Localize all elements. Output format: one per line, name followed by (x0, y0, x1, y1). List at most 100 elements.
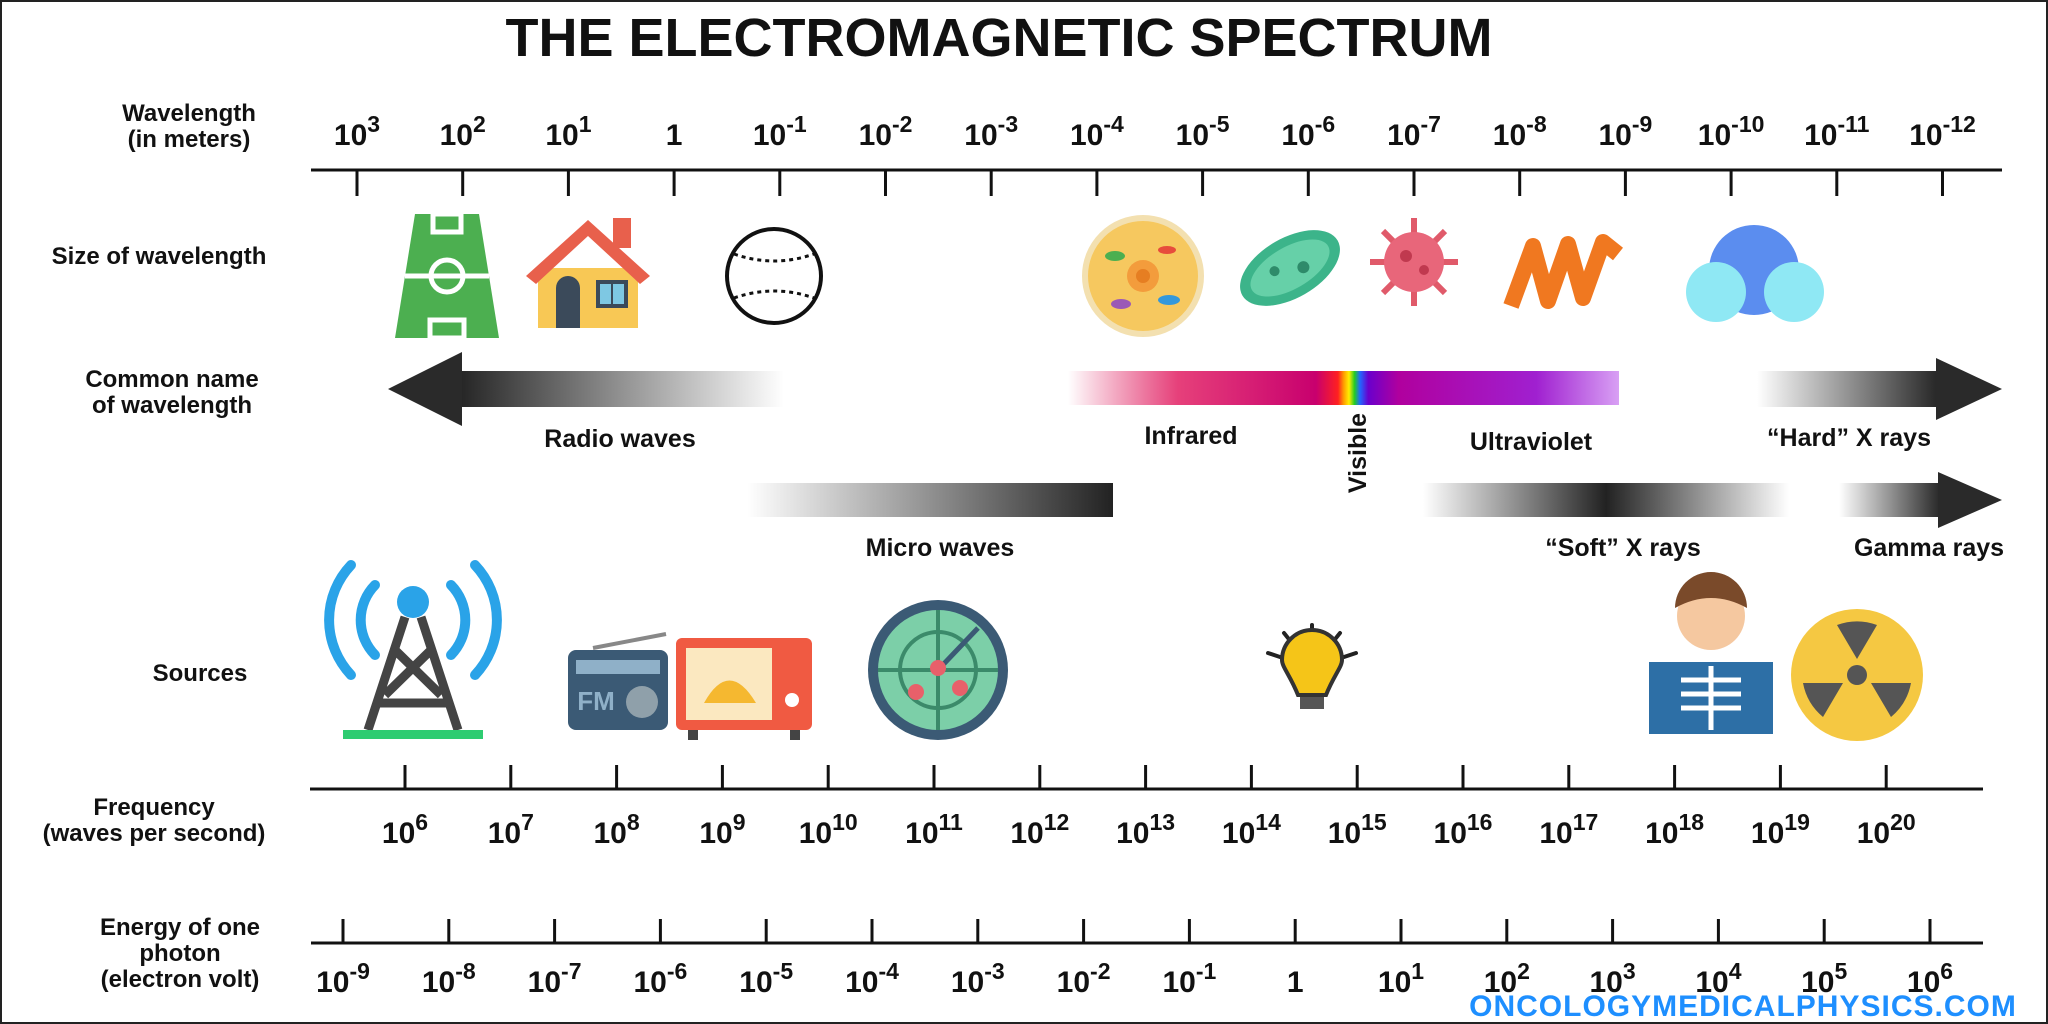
radio-icon: FM (568, 632, 668, 730)
tick-exponent: 10 (832, 809, 858, 835)
band-label: Radio waves (544, 425, 695, 453)
tick-exponent: 13 (1149, 809, 1175, 835)
cell-icon (1082, 215, 1204, 337)
xray-person-icon (1649, 572, 1773, 734)
tick-label: 10-3 (951, 958, 1005, 999)
tick-base: 10 (1162, 966, 1195, 999)
tick-exponent: -12 (1943, 111, 1976, 137)
tick-base: 10 (545, 119, 578, 152)
tick-exponent: -11 (1837, 111, 1869, 137)
tick-exponent: 20 (1890, 809, 1916, 835)
tick-exponent: -3 (998, 111, 1018, 137)
tick-exponent: -1 (1196, 958, 1217, 984)
bulb-icon (1266, 623, 1358, 709)
tick-base: 10 (1698, 119, 1731, 152)
tick-exponent: -7 (1420, 111, 1440, 137)
tick-base: 10 (334, 119, 367, 152)
tick-base: 10 (1857, 817, 1890, 850)
tick-label: 10-5 (739, 958, 793, 999)
hard-xray-arrow (1757, 358, 2002, 420)
row-label: Size of wavelength (52, 243, 267, 270)
tick-label: 10-2 (1057, 958, 1111, 999)
tick-base: 10 (488, 817, 521, 850)
tick-label: 10-5 (1176, 111, 1230, 152)
row-label: (electron volt) (101, 966, 260, 993)
tick-exponent: 1 (579, 111, 592, 137)
tick-exponent: 2 (1517, 958, 1530, 984)
tick-label: 106 (382, 809, 428, 850)
tick-base: 10 (1539, 817, 1572, 850)
tick-exponent: -4 (1103, 111, 1124, 137)
tick-base: 10 (1116, 817, 1149, 850)
tick-label: 107 (488, 809, 534, 850)
tick-base: 10 (1281, 119, 1314, 152)
tick-base: 10 (382, 817, 415, 850)
band-label: Micro waves (866, 534, 1015, 562)
row-label: of wavelength (92, 392, 252, 419)
tick-base: 10 (528, 966, 561, 999)
tick-base: 10 (1909, 119, 1942, 152)
tick-base: 10 (1751, 817, 1784, 850)
tick-base: 1 (666, 119, 683, 152)
row-label: photon (139, 940, 220, 967)
tick-exponent: -9 (349, 958, 369, 984)
band-label: Infrared (1144, 422, 1237, 450)
title: THE ELECTROMAGNETIC SPECTRUM (505, 8, 1492, 68)
radar-icon (868, 600, 1008, 740)
tick-base: 10 (594, 817, 627, 850)
tick-exponent: 4 (1729, 958, 1742, 984)
soft-xray-bar (1423, 483, 1789, 517)
tick-label: 10-3 (964, 111, 1018, 152)
band-label: Ultraviolet (1470, 428, 1593, 456)
tick-base: 10 (1176, 119, 1209, 152)
tick-base: 10 (1907, 966, 1940, 999)
tick-label: 102 (440, 111, 486, 152)
tick-exponent: -8 (455, 958, 476, 984)
tick-exponent: -10 (1731, 111, 1764, 137)
tick-exponent: 2 (473, 111, 486, 137)
tick-label: 1019 (1751, 809, 1810, 850)
tick-exponent: 17 (1573, 809, 1599, 835)
tick-label: 106 (1907, 958, 1953, 999)
tick-base: 10 (1493, 119, 1526, 152)
tick-label: 1011 (905, 809, 963, 850)
tick-label: 1010 (799, 809, 858, 850)
tick-label: 1012 (1010, 809, 1069, 850)
row-label: Wavelength (122, 100, 256, 127)
tick-base: 10 (699, 817, 732, 850)
microwave-icon (676, 638, 812, 740)
tick-base: 10 (1010, 817, 1043, 850)
tick-label: 10-1 (753, 111, 807, 152)
house-icon (526, 218, 650, 328)
tick-exponent: -4 (878, 958, 899, 984)
tick-exponent: 5 (1834, 958, 1847, 984)
tick-label: 1018 (1645, 809, 1704, 850)
tick-base: 10 (1801, 966, 1834, 999)
tick-base: 10 (1598, 119, 1631, 152)
tick-exponent: 9 (733, 809, 746, 835)
row-label: (in meters) (128, 126, 251, 153)
tick-label: 101 (545, 111, 591, 152)
tick-base: 10 (859, 119, 892, 152)
field-icon (395, 211, 499, 341)
tick-label: 10-1 (1162, 958, 1216, 999)
tick-base: 10 (1590, 966, 1623, 999)
tick-label: 10-7 (1387, 111, 1441, 152)
baseball-icon (725, 227, 823, 325)
tick-exponent: 3 (1623, 958, 1636, 984)
tick-base: 1 (1287, 966, 1304, 999)
dna-icon (1503, 234, 1623, 309)
tick-label: 109 (699, 809, 745, 850)
tick-label: 10-12 (1909, 111, 1976, 152)
tick-exponent: 6 (1940, 958, 1953, 984)
tick-base: 10 (1645, 817, 1678, 850)
tick-label: 103 (334, 111, 380, 152)
tick-label: 10-11 (1804, 111, 1870, 152)
tick-base: 10 (1434, 817, 1467, 850)
radiation-icon (1791, 609, 1923, 741)
tick-label: 1017 (1539, 809, 1598, 850)
tick-base: 10 (739, 966, 772, 999)
tick-exponent: -5 (1209, 111, 1230, 137)
tick-base: 10 (1328, 817, 1361, 850)
